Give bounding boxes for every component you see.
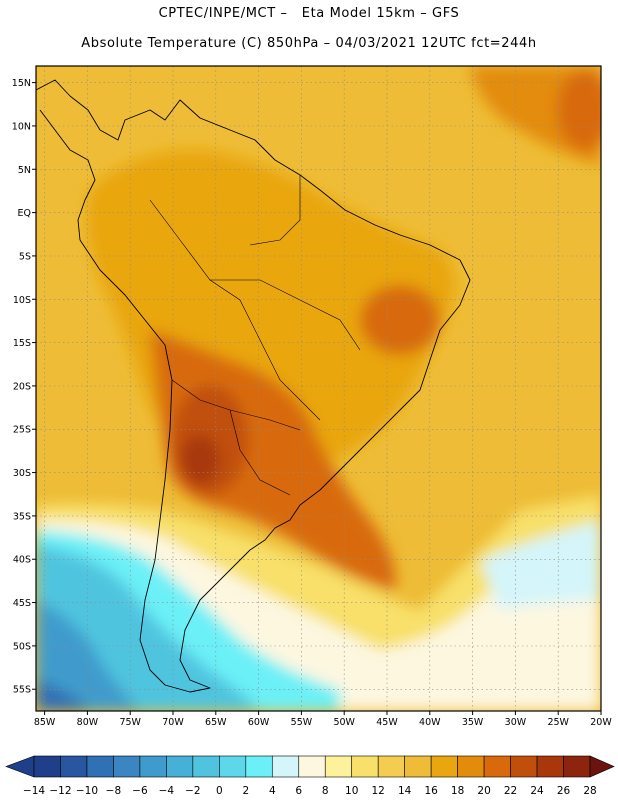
coastlines [36, 79, 471, 693]
colorbar-box [139, 755, 167, 778]
colorbar-box [457, 755, 485, 778]
colorbar-label: 6 [295, 785, 302, 797]
colorbar-label: 12 [372, 785, 385, 797]
colorbar-box [113, 755, 141, 778]
colorbar-label: −12 [49, 785, 71, 797]
lat-label-35S: 35S [13, 511, 31, 522]
lon-label-25W: 25W [547, 717, 569, 728]
lat-label-50S: 50S [13, 641, 31, 652]
colorbar-arrow-right [589, 755, 615, 778]
longitude-labels: 85W 80W 75W 70W 65W 60W 55W 50W 45W 40W 35W 30W 25W 2… [34, 711, 612, 728]
map-frame [35, 65, 602, 712]
lon-label-60W: 60W [248, 717, 270, 728]
colorbar-label: −4 [159, 785, 175, 797]
temperature-field [36, 66, 601, 711]
colorbar-arrow-left [5, 755, 35, 778]
colorbar-box [563, 755, 591, 778]
colorbar-label: −10 [76, 785, 98, 797]
lat-label-40S: 40S [13, 555, 31, 566]
lon-label-30W: 30W [505, 717, 527, 728]
lat-label-5N: 5N [18, 165, 31, 176]
colorbar-label: 22 [504, 785, 517, 797]
colorbar-label: 14 [398, 785, 412, 797]
colorbar-label: 10 [345, 785, 358, 797]
colorbar-box [404, 755, 432, 778]
lat-label-25S: 25S [13, 425, 31, 436]
lon-label-65W: 65W [205, 717, 227, 728]
chart-title: CPTEC/INPE/MCT – Eta Model 15km – GFS [158, 6, 460, 21]
colorbar-box [351, 755, 379, 778]
colorbar-label: 24 [530, 785, 544, 797]
colorbar-box [245, 755, 273, 778]
colorbar-label: 26 [557, 785, 571, 797]
colorbar-box [166, 755, 194, 778]
colorbar-box [33, 755, 61, 778]
latitude-labels: 15N 10N 5N EQ 5S 10S 15S 20S 25S 30S 35S 40S 45S 50S 5… [12, 78, 36, 696]
colorbar-box [298, 755, 326, 778]
colorbar-label: 18 [451, 785, 464, 797]
colorbar-box [483, 755, 511, 778]
lon-label-40W: 40W [419, 717, 441, 728]
colorbar-label: −14 [23, 785, 45, 797]
colorbar-box [219, 755, 247, 778]
lon-label-70W: 70W [162, 717, 184, 728]
colorbar-label: −8 [106, 785, 121, 797]
lat-label-15S: 15S [13, 338, 31, 349]
lat-label-5S: 5S [19, 251, 31, 262]
colorbar-label: 28 [583, 785, 596, 797]
country-borders [149, 175, 361, 496]
lat-label-55S: 55S [13, 685, 31, 696]
lon-label-85W: 85W [34, 717, 56, 728]
colorbar-box [192, 755, 220, 778]
atlantic-cool [480, 520, 601, 610]
lon-label-55W: 55W [291, 717, 313, 728]
colorbar-label: 20 [477, 785, 490, 797]
colorbar-label: −6 [132, 785, 148, 797]
lon-label-75W: 75W [119, 717, 141, 728]
lon-label-50W: 50W [333, 717, 355, 728]
cold-band-4 [36, 680, 90, 711]
lat-label-45S: 45S [13, 598, 31, 609]
brazil-warm [360, 285, 440, 355]
south-america-coast [36, 79, 471, 693]
colorbar-box [510, 755, 538, 778]
lat-label-15N: 15N [12, 78, 31, 89]
lat-label-20S: 20S [13, 381, 31, 392]
lon-label-80W: 80W [77, 717, 99, 728]
lon-label-45W: 45W [376, 717, 398, 728]
chart-subtitle: Absolute Temperature (C) 850hPa – 04/03/… [81, 36, 537, 51]
colorbar-label: 0 [216, 785, 223, 797]
colorbar-box [430, 755, 458, 778]
lat-label-30S: 30S [13, 468, 31, 479]
colorbar-label: 4 [269, 785, 276, 797]
colorbar-label: −2 [185, 785, 200, 797]
colorbar-box [86, 755, 114, 778]
lon-label-20W: 20W [590, 717, 612, 728]
colorbar-box [377, 755, 405, 778]
colorbar-label: 2 [242, 785, 249, 797]
colorbar-box [60, 755, 88, 778]
colorbar-label: 8 [322, 785, 329, 797]
colorbar-box [271, 755, 300, 778]
colorbar-label: 16 [424, 785, 438, 797]
ne-warm-core [557, 70, 601, 150]
lon-label-35W: 35W [462, 717, 484, 728]
colorbar-box [324, 755, 353, 778]
colorbar-box [536, 755, 564, 778]
lat-label-10N: 10N [12, 121, 31, 132]
lat-label-EQ: EQ [18, 208, 31, 219]
lat-label-10S: 10S [13, 295, 31, 306]
cold-band-3 [36, 600, 140, 711]
